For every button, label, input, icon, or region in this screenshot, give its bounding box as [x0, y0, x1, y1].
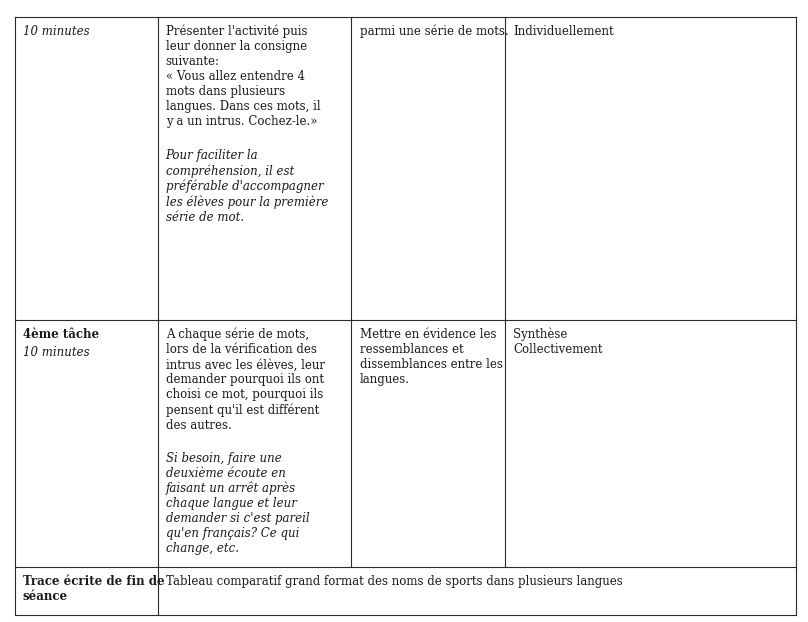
- Text: Synthèse
Collectivement: Synthèse Collectivement: [513, 328, 603, 356]
- Text: Si besoin, faire une
deuxième écoute en
faisant un arrêt après
chaque langue et : Si besoin, faire une deuxième écoute en …: [166, 452, 309, 555]
- Text: A chaque série de mots,
lors de la vérification des
intrus avec les élèves, leur: A chaque série de mots, lors de la vérif…: [166, 328, 325, 432]
- Text: 4ème tâche: 4ème tâche: [23, 328, 99, 341]
- Text: Trace écrite de fin de
séance: Trace écrite de fin de séance: [23, 575, 164, 603]
- Text: Pour faciliter la
compréhension, il est
préférable d'accompagner
les élèves pour: Pour faciliter la compréhension, il est …: [166, 149, 328, 224]
- Text: parmi une série de mots.: parmi une série de mots.: [360, 25, 508, 39]
- Text: Présenter l'activité puis
leur donner la consigne
suivante:
« Vous allez entendr: Présenter l'activité puis leur donner la…: [166, 25, 320, 128]
- Text: Tableau comparatif grand format des noms de sports dans plusieurs langues: Tableau comparatif grand format des noms…: [166, 575, 622, 588]
- Text: Individuellement: Individuellement: [513, 25, 614, 38]
- Text: 10 minutes: 10 minutes: [23, 25, 89, 38]
- Text: Mettre en évidence les
ressemblances et
dissemblances entre les
langues.: Mettre en évidence les ressemblances et …: [360, 328, 503, 386]
- Text: 10 minutes: 10 minutes: [23, 346, 89, 358]
